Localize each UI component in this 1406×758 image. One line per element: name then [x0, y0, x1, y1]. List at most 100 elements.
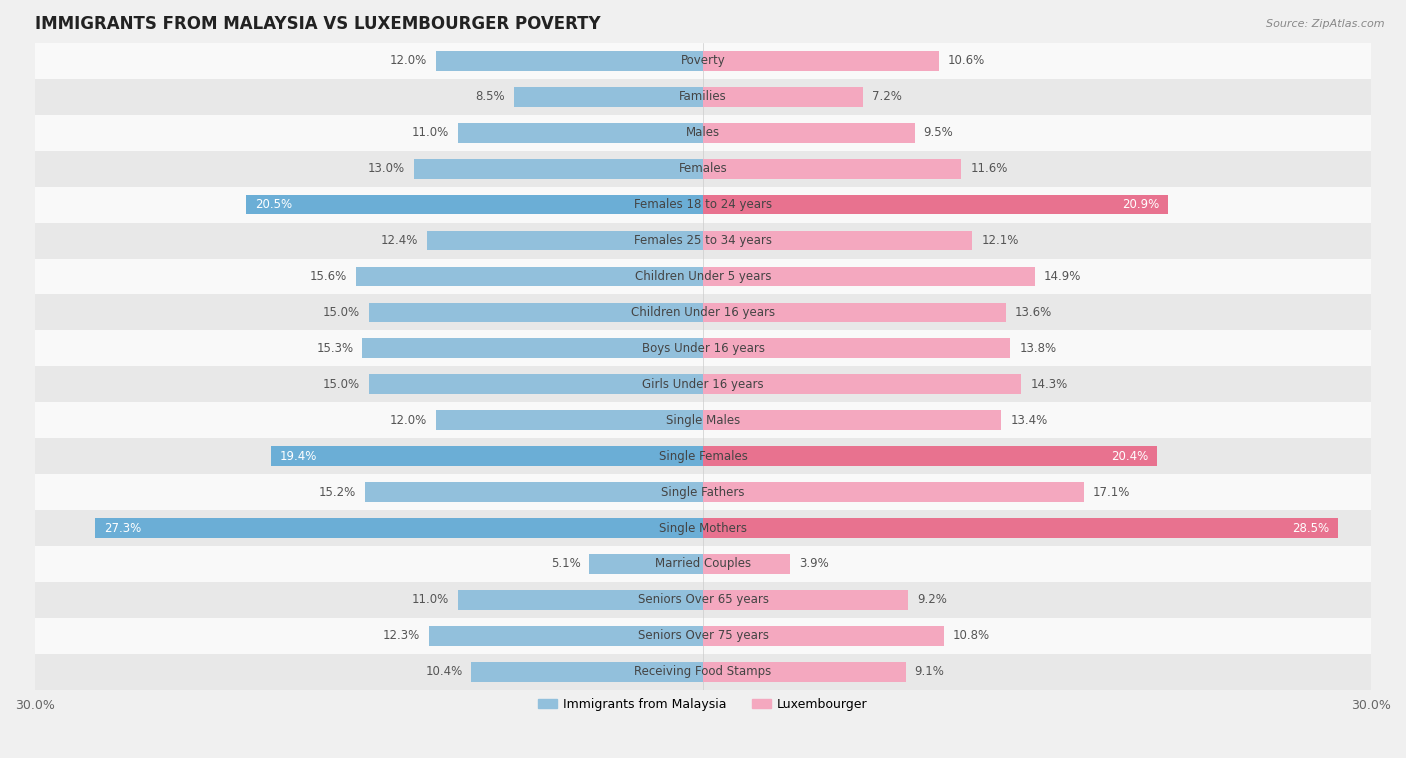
Bar [35, 223, 1371, 258]
Bar [703, 195, 1168, 215]
Bar [703, 302, 1005, 322]
Text: Females 25 to 34 years: Females 25 to 34 years [634, 234, 772, 247]
Bar [436, 51, 703, 70]
Bar [35, 330, 1371, 366]
Text: 20.5%: 20.5% [256, 198, 292, 211]
Bar [703, 482, 1084, 502]
Text: Families: Families [679, 90, 727, 103]
Text: 5.1%: 5.1% [551, 557, 581, 571]
Bar [458, 590, 703, 609]
Text: 10.4%: 10.4% [425, 666, 463, 678]
Bar [368, 374, 703, 394]
Text: 10.8%: 10.8% [952, 629, 990, 642]
Text: 28.5%: 28.5% [1292, 522, 1329, 534]
Bar [35, 438, 1371, 474]
Text: 7.2%: 7.2% [872, 90, 903, 103]
Bar [703, 662, 905, 681]
Text: 12.3%: 12.3% [382, 629, 420, 642]
Text: 19.4%: 19.4% [280, 449, 318, 462]
Text: Seniors Over 65 years: Seniors Over 65 years [637, 594, 769, 606]
Bar [35, 79, 1371, 114]
Text: Males: Males [686, 127, 720, 139]
Text: 10.6%: 10.6% [948, 55, 986, 67]
Legend: Immigrants from Malaysia, Luxembourger: Immigrants from Malaysia, Luxembourger [533, 693, 873, 716]
Bar [703, 267, 1035, 287]
Text: 8.5%: 8.5% [475, 90, 505, 103]
Text: Females: Females [679, 162, 727, 175]
Text: 11.6%: 11.6% [970, 162, 1008, 175]
Text: 20.4%: 20.4% [1111, 449, 1149, 462]
Bar [703, 518, 1337, 538]
Text: Single Males: Single Males [666, 414, 740, 427]
Bar [703, 123, 914, 143]
Bar [35, 366, 1371, 402]
Text: 13.8%: 13.8% [1019, 342, 1056, 355]
Text: 11.0%: 11.0% [412, 594, 449, 606]
Bar [35, 114, 1371, 151]
Text: 12.0%: 12.0% [389, 414, 427, 427]
Bar [703, 410, 1001, 430]
Bar [35, 546, 1371, 582]
Text: 13.0%: 13.0% [367, 162, 405, 175]
Text: 13.4%: 13.4% [1011, 414, 1047, 427]
Bar [703, 590, 908, 609]
Text: 14.3%: 14.3% [1031, 377, 1067, 391]
Text: 9.2%: 9.2% [917, 594, 946, 606]
Text: 11.0%: 11.0% [412, 127, 449, 139]
Text: 12.1%: 12.1% [981, 234, 1019, 247]
Bar [703, 626, 943, 646]
Text: 15.0%: 15.0% [323, 377, 360, 391]
Bar [35, 402, 1371, 438]
Text: Single Fathers: Single Fathers [661, 486, 745, 499]
Text: Females 18 to 24 years: Females 18 to 24 years [634, 198, 772, 211]
Text: Single Mothers: Single Mothers [659, 522, 747, 534]
Text: Receiving Food Stamps: Receiving Food Stamps [634, 666, 772, 678]
Bar [35, 43, 1371, 79]
Text: Boys Under 16 years: Boys Under 16 years [641, 342, 765, 355]
Bar [35, 151, 1371, 186]
Text: Source: ZipAtlas.com: Source: ZipAtlas.com [1267, 19, 1385, 29]
Bar [96, 518, 703, 538]
Text: 3.9%: 3.9% [799, 557, 828, 571]
Bar [429, 626, 703, 646]
Text: Girls Under 16 years: Girls Under 16 years [643, 377, 763, 391]
Bar [427, 230, 703, 250]
Bar [703, 51, 939, 70]
Text: Poverty: Poverty [681, 55, 725, 67]
Bar [513, 87, 703, 107]
Text: 27.3%: 27.3% [104, 522, 141, 534]
Bar [458, 123, 703, 143]
Bar [356, 267, 703, 287]
Text: 17.1%: 17.1% [1092, 486, 1130, 499]
Bar [368, 302, 703, 322]
Bar [35, 294, 1371, 330]
Text: 15.2%: 15.2% [318, 486, 356, 499]
Bar [589, 554, 703, 574]
Bar [35, 618, 1371, 654]
Bar [436, 410, 703, 430]
Text: Children Under 16 years: Children Under 16 years [631, 306, 775, 319]
Text: IMMIGRANTS FROM MALAYSIA VS LUXEMBOURGER POVERTY: IMMIGRANTS FROM MALAYSIA VS LUXEMBOURGER… [35, 15, 600, 33]
Bar [703, 554, 790, 574]
Bar [35, 186, 1371, 223]
Text: 13.6%: 13.6% [1015, 306, 1052, 319]
Text: 9.1%: 9.1% [914, 666, 945, 678]
Bar [703, 158, 962, 179]
Bar [364, 482, 703, 502]
Text: 15.6%: 15.6% [309, 270, 347, 283]
Text: 14.9%: 14.9% [1043, 270, 1081, 283]
Bar [35, 510, 1371, 546]
Text: 9.5%: 9.5% [924, 127, 953, 139]
Bar [35, 474, 1371, 510]
Bar [703, 230, 973, 250]
Text: 20.9%: 20.9% [1122, 198, 1160, 211]
Bar [246, 195, 703, 215]
Bar [703, 339, 1011, 359]
Text: 12.4%: 12.4% [381, 234, 418, 247]
Text: 12.0%: 12.0% [389, 55, 427, 67]
Bar [703, 87, 863, 107]
Text: Single Females: Single Females [658, 449, 748, 462]
Bar [271, 446, 703, 466]
Bar [703, 374, 1021, 394]
Bar [363, 339, 703, 359]
